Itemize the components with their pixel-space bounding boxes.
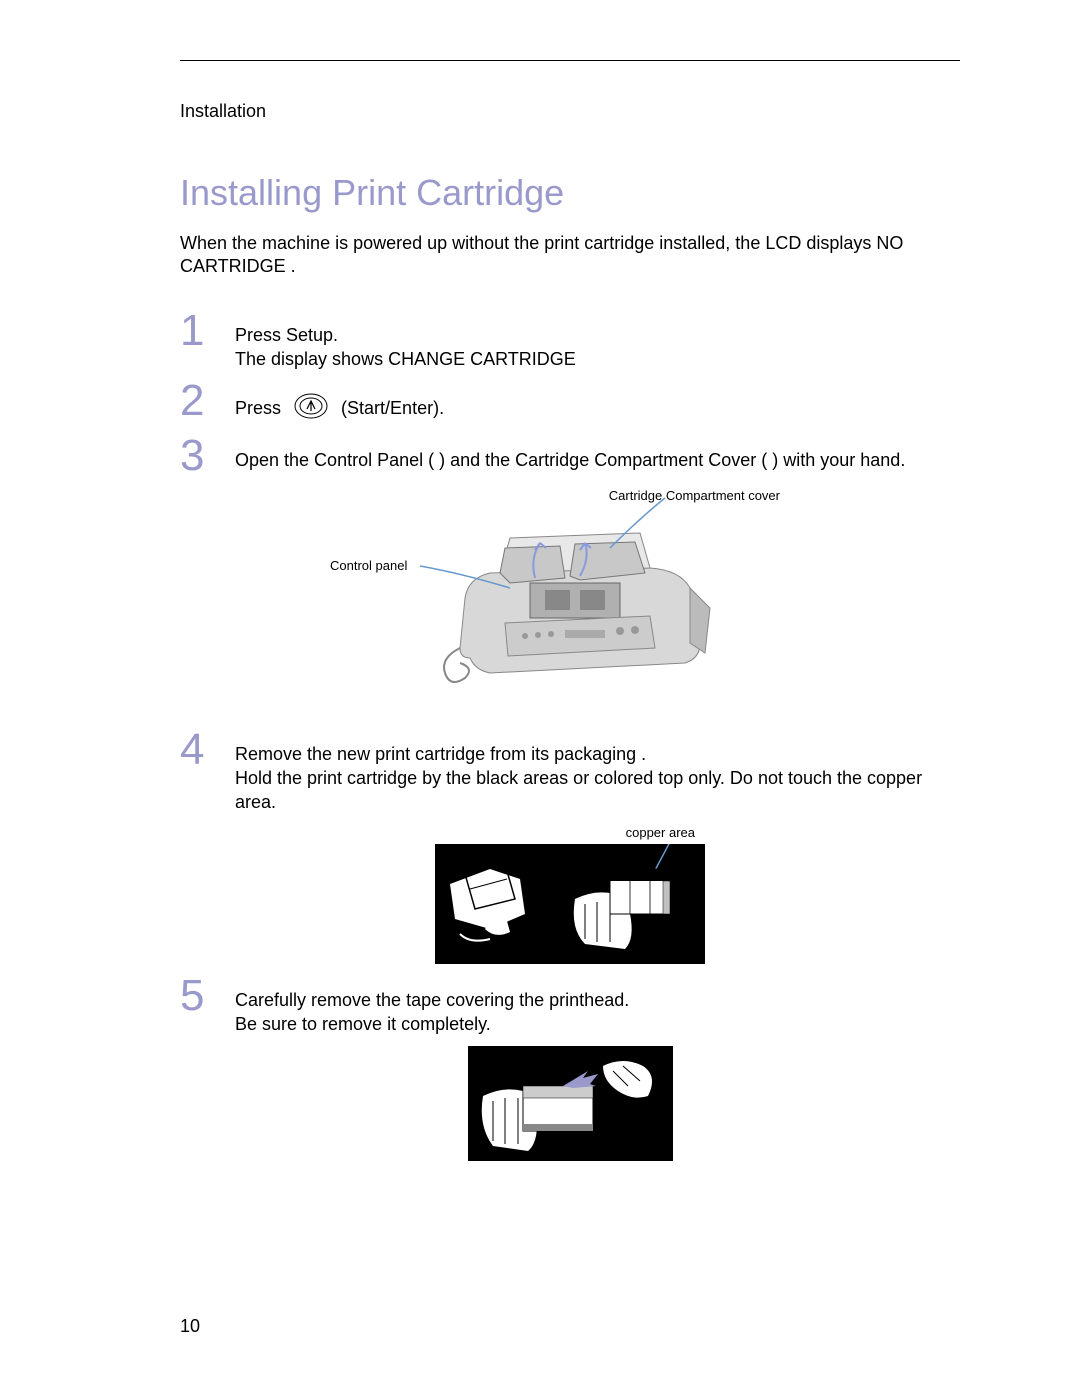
step-body: Open the Control Panel ( ) and the Cartr… [235, 434, 960, 472]
step-2: 2 Press (Start/Enter). [180, 379, 960, 425]
horizontal-rule [180, 60, 960, 61]
figure1-label-right: Cartridge Compartment cover [609, 488, 780, 503]
figure1-label-left: Control panel [330, 558, 407, 573]
step-1-line1: Press Setup. [235, 325, 338, 345]
step-2-before: Press [235, 398, 281, 418]
start-enter-icon [294, 393, 328, 425]
step-number: 3 [180, 434, 235, 478]
step-3-text: Open the Control Panel ( ) and the Cartr… [235, 450, 905, 470]
page-title: Installing Print Cartridge [180, 172, 960, 214]
section-name: Installation [180, 101, 960, 122]
step-body: Carefully remove the tape covering the p… [235, 974, 960, 1037]
step-number: 4 [180, 728, 235, 772]
step-body: Press (Start/Enter). [235, 379, 960, 425]
page-number: 10 [180, 1316, 200, 1337]
step-number: 1 [180, 309, 235, 353]
step-number: 2 [180, 379, 235, 423]
step-4-line1: Remove the new print cartridge from its … [235, 744, 646, 764]
intro-text: When the machine is powered up without t… [180, 232, 960, 279]
step-body: Remove the new print cartridge from its … [235, 728, 960, 815]
figure2-label: copper area [435, 825, 705, 840]
step-body: Press Setup. The display shows CHANGE CA… [235, 309, 960, 372]
step-1-line2: The display shows CHANGE CARTRIDGE [235, 349, 576, 369]
step-2-after: (Start/Enter). [341, 398, 444, 418]
figure-remove-tape [468, 1046, 673, 1161]
step-5-line1: Carefully remove the tape covering the p… [235, 990, 629, 1010]
step-number: 5 [180, 974, 235, 1018]
step-1: 1 Press Setup. The display shows CHANGE … [180, 309, 960, 372]
step-5: 5 Carefully remove the tape covering the… [180, 974, 960, 1037]
step-3: 3 Open the Control Panel ( ) and the Car… [180, 434, 960, 478]
step-4-line2: Hold the print cartridge by the black ar… [235, 768, 922, 812]
figure-cartridge-packaging: copper area [435, 825, 705, 964]
step-5-line2: Be sure to remove it completely. [235, 1014, 491, 1034]
step-4: 4 Remove the new print cartridge from it… [180, 728, 960, 815]
figure-fax-machine: Cartridge Compartment cover Control pane… [380, 488, 760, 708]
